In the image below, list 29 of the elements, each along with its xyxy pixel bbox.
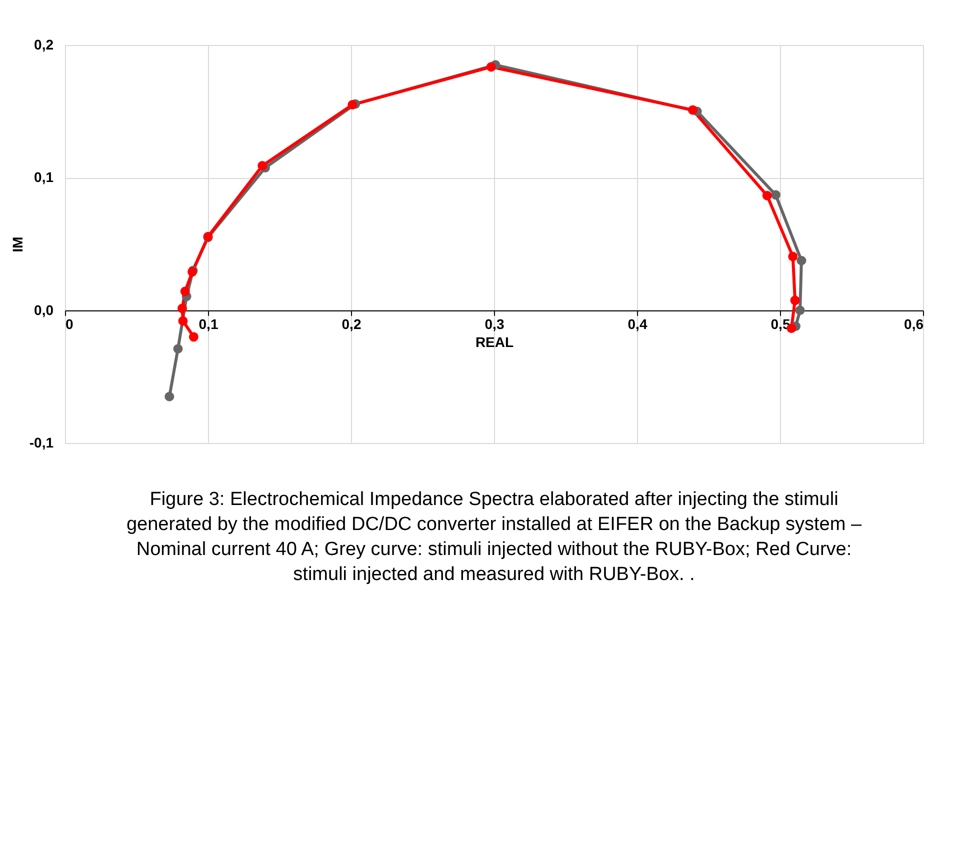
- point: [188, 332, 198, 342]
- point: [688, 105, 698, 115]
- y-axis-title: IM: [9, 236, 26, 252]
- y-tick-label: 0,2: [34, 36, 54, 52]
- point: [795, 306, 805, 316]
- y-tick-label: 0,1: [34, 169, 54, 186]
- y-tick-label: 0,0: [34, 302, 54, 318]
- x-tick-label: 0,1: [198, 316, 218, 332]
- point: [788, 252, 798, 262]
- point: [796, 256, 806, 266]
- x-axis-title: REAL: [475, 334, 514, 350]
- point: [164, 392, 174, 402]
- point: [178, 316, 188, 326]
- x-tick-label: 0,2: [342, 316, 362, 332]
- x-tick-label: 0,3: [484, 316, 504, 332]
- x-tick-label: 0,4: [628, 316, 648, 332]
- x-tick-label: 0: [66, 316, 74, 332]
- point: [770, 190, 780, 200]
- y-tick-label: -0,1: [29, 434, 54, 450]
- point: [762, 190, 772, 200]
- point: [258, 160, 268, 170]
- point: [178, 304, 188, 314]
- point: [348, 100, 358, 110]
- point: [486, 62, 496, 72]
- point: [173, 344, 183, 354]
- x-tick-label: 0,6: [904, 316, 924, 332]
- point: [180, 286, 190, 296]
- point: [790, 296, 800, 306]
- caption: Figure 3: Electrochemical Impedance Spectra elaborated after injecting the stimuli generated by the modified DC/DC converter installed at EIFER on the Backup system – Nominal current 40 A; Grey curve: stimuli injected without the RUBY-Box; Red Curve: stimuli injected and measured with RUBY-Box. .: [126, 489, 862, 585]
